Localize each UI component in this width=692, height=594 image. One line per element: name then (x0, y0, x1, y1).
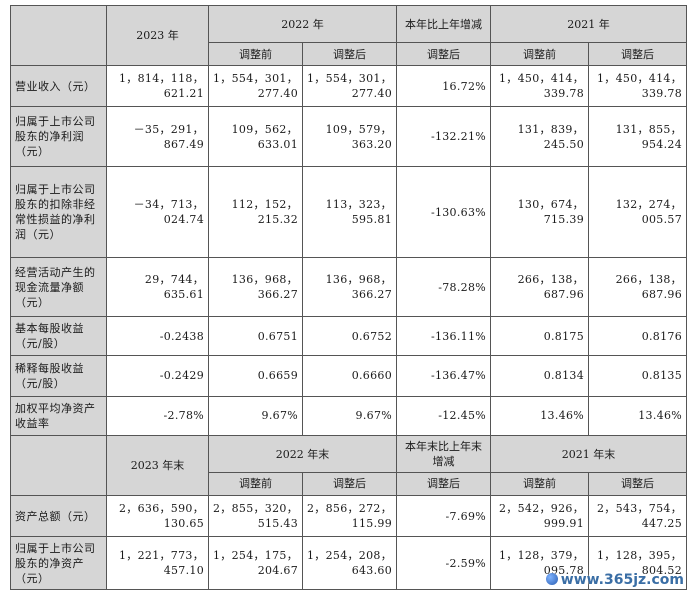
header-change-after: 调整后 (396, 472, 491, 496)
header-change-end: 本年末比上年末增减 (396, 434, 491, 474)
cell-2021-before: 13.46% (490, 395, 589, 436)
cell-2021-before: 1，450，414，339.78 (490, 64, 589, 108)
header-2021-before: 调整前 (490, 472, 589, 496)
cell-2021-after: 1，128，395，804.52 (588, 536, 687, 590)
cell-2021-before: 0.8175 (490, 316, 589, 357)
cell-2021-before: 1，128，379，095.78 (490, 536, 589, 590)
row-label: 归属于上市公司股东的净利润（元） (10, 106, 107, 168)
row-label: 归属于上市公司股东的扣除非经常性损益的净利润（元） (10, 166, 107, 259)
row-label: 加权平均净资产收益率 (10, 395, 107, 436)
cell-2023: 29，744，635.61 (106, 257, 209, 318)
cell-2023: －34，713，024.74 (106, 166, 209, 259)
cell-2021-after: 2，543，754，447.25 (588, 494, 687, 538)
financial-data-table: 2023 年 2022 年 本年比上年增减 2021 年 调整前 调整后 调整后… (10, 4, 687, 590)
cell-2023: 1，221，773，457.10 (106, 536, 209, 590)
cell-2021-before: 130，674，715.39 (490, 166, 589, 259)
row-label: 营业收入（元） (10, 64, 107, 108)
cell-change: -132.21% (396, 106, 491, 168)
cell-2022-after: 1，554，301，277.40 (302, 64, 397, 108)
table-row: 归属于上市公司股东的净资产（元） 1，221，773，457.10 1，254，… (10, 536, 687, 590)
header-2022: 2022 年 (208, 4, 397, 44)
header-2021-before: 调整前 (490, 42, 589, 66)
header-2021-end: 2021 年末 (490, 434, 687, 474)
cell-2023: -0.2438 (106, 316, 209, 357)
header-change-after: 调整后 (396, 42, 491, 66)
table-row: 经营活动产生的现金流量净额（元） 29，744，635.61 136，968，3… (10, 257, 687, 318)
cell-2022-before: 0.6659 (208, 355, 303, 397)
cell-2022-before: 109，562，633.01 (208, 106, 303, 168)
header-2023: 2023 年 (106, 5, 209, 66)
site-watermark: www.365jz.com (545, 572, 684, 588)
cell-2021-after: 131，855，954.24 (588, 106, 687, 168)
header-2022-before: 调整前 (208, 472, 303, 496)
table-row: 营业收入（元） 1，814，118，621.21 1，554，301，277.4… (10, 64, 687, 108)
cell-change: -136.47% (396, 355, 491, 397)
header-2021: 2021 年 (490, 4, 687, 44)
cell-2022-before: 0.6751 (208, 316, 303, 357)
cell-2022-after: 2，856，272，115.99 (302, 494, 397, 538)
table-row: 资产总额（元） 2，636，590，130.65 2，855，320，515.4… (10, 494, 687, 538)
table-row: 归属于上市公司股东的净利润（元） －35，291，867.49 109，562，… (10, 106, 687, 168)
cell-2023: -2.78% (106, 395, 209, 436)
table-row: 基本每股收益（元/股） -0.2438 0.6751 0.6752 -136.1… (10, 316, 687, 357)
cell-2021-after: 266，138，687.96 (588, 257, 687, 318)
cell-change: -7.69% (396, 494, 491, 538)
cell-2022-after: 1，254，208，643.60 (302, 536, 397, 590)
globe-icon (545, 573, 558, 585)
table-row: 稀释每股收益（元/股） -0.2429 0.6659 0.6660 -136.4… (10, 355, 687, 397)
cell-2022-before: 1，254，175，204.67 (208, 536, 303, 590)
cell-2023: -0.2429 (106, 355, 209, 397)
header-2022-end: 2022 年末 (208, 434, 397, 474)
cell-change: -12.45% (396, 395, 491, 436)
watermark-text: www.365jz.com (560, 572, 684, 588)
cell-change: 16.72% (396, 64, 491, 108)
cell-2022-after: 109，579，363.20 (302, 106, 397, 168)
cell-change: -130.63% (396, 166, 491, 259)
cell-2022-before: 2，855，320，515.43 (208, 494, 303, 538)
cell-2022-before: 112，152，215.32 (208, 166, 303, 259)
header-corner (10, 434, 107, 496)
row-label: 稀释每股收益（元/股） (10, 355, 107, 397)
cell-2022-before: 1，554，301，277.40 (208, 64, 303, 108)
cell-2021-before: 266，138，687.96 (490, 257, 589, 318)
cell-2021-before: 0.8134 (490, 355, 589, 397)
cell-2021-before: 131，839，245.50 (490, 106, 589, 168)
cell-2022-after: 0.6752 (302, 316, 397, 357)
cell-2022-before: 136，968，366.27 (208, 257, 303, 318)
row-label: 归属于上市公司股东的净资产（元） (10, 536, 107, 590)
header-2022-before: 调整前 (208, 42, 303, 66)
cell-change: -78.28% (396, 257, 491, 318)
cell-2022-after: 113，323，595.81 (302, 166, 397, 259)
cell-2021-after: 13.46% (588, 395, 687, 436)
table-row: 归属于上市公司股东的扣除非经常性损益的净利润（元） －34，713，024.74… (10, 166, 687, 259)
row-label: 基本每股收益（元/股） (10, 316, 107, 357)
header-2022-after: 调整后 (302, 472, 397, 496)
cell-2023: 2，636，590，130.65 (106, 494, 209, 538)
header-2021-after: 调整后 (588, 42, 687, 66)
cell-2023: 1，814，118，621.21 (106, 64, 209, 108)
cell-2021-after: 132，274，005.57 (588, 166, 687, 259)
cell-2023: －35，291，867.49 (106, 106, 209, 168)
cell-2022-before: 9.67% (208, 395, 303, 436)
header-2022-after: 调整后 (302, 42, 397, 66)
cell-2021-after: 1，450，414，339.78 (588, 64, 687, 108)
cell-change: -136.11% (396, 316, 491, 357)
cell-2022-after: 136，968，366.27 (302, 257, 397, 318)
cell-2021-after: 0.8176 (588, 316, 687, 357)
cell-change: -2.59% (396, 536, 491, 590)
header-corner (10, 5, 107, 66)
row-label: 经营活动产生的现金流量净额（元） (10, 257, 107, 318)
cell-2021-before: 2，542，926，999.91 (490, 494, 589, 538)
cell-2022-after: 0.6660 (302, 355, 397, 397)
row-label: 资产总额（元） (10, 494, 107, 538)
cell-2021-after: 0.8135 (588, 355, 687, 397)
cell-2022-after: 9.67% (302, 395, 397, 436)
table-row: 加权平均净资产收益率 -2.78% 9.67% 9.67% -12.45% 13… (10, 395, 687, 436)
header-2021-after: 调整后 (588, 472, 687, 496)
header-2023-end: 2023 年末 (106, 434, 209, 496)
header-change: 本年比上年增减 (396, 4, 491, 44)
